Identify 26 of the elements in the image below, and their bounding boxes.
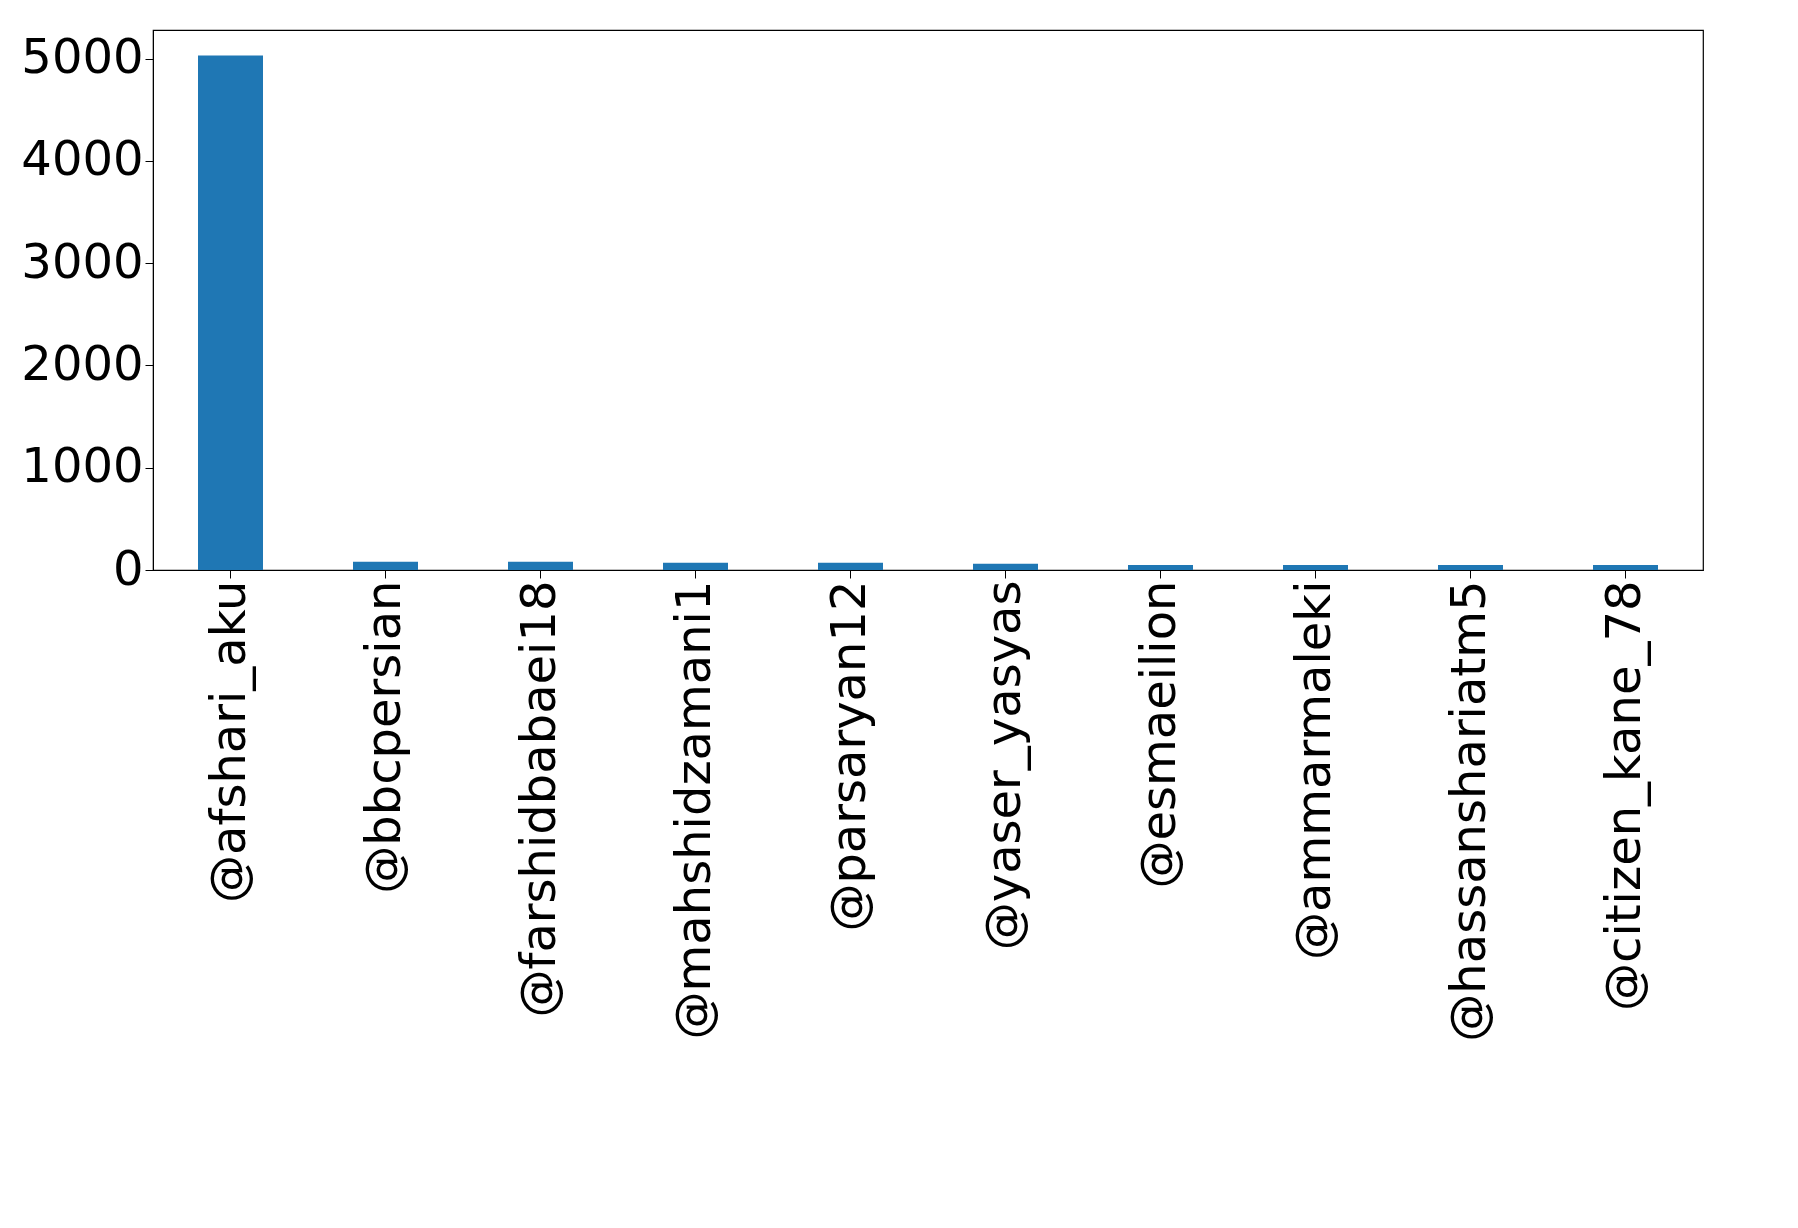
bar bbox=[353, 561, 418, 570]
y-tick-label: 5000 bbox=[21, 28, 144, 85]
x-tick-label: @yaser_yasyas bbox=[974, 580, 1031, 951]
x-tick-label: @mahshidzamani1 bbox=[664, 580, 721, 1040]
x-tick-label: @hassanshariatm5 bbox=[1439, 580, 1496, 1042]
y-tick-label: 3000 bbox=[21, 232, 144, 289]
x-tick-label: @parsaryan12 bbox=[819, 580, 876, 932]
bar bbox=[198, 55, 263, 570]
bar bbox=[973, 563, 1038, 570]
bar bbox=[508, 561, 573, 570]
x-tick-label: @citizen_kane_78 bbox=[1594, 580, 1651, 1011]
x-tick-label: @ammarmaleki bbox=[1284, 580, 1341, 960]
bar bbox=[1283, 564, 1348, 570]
y-tick-label: 2000 bbox=[21, 334, 144, 391]
bar bbox=[1438, 564, 1503, 570]
x-tick-label: @bbcpersian bbox=[354, 580, 411, 894]
bar bbox=[1128, 564, 1193, 570]
x-tick-label: @esmaeilion bbox=[1129, 580, 1186, 889]
bar bbox=[1593, 564, 1658, 570]
y-tick-label: 1000 bbox=[21, 437, 144, 494]
y-tick-label: 0 bbox=[112, 539, 144, 596]
bar bbox=[663, 562, 728, 570]
y-tick-label: 4000 bbox=[21, 130, 144, 187]
x-tick-label: @farshidbabaei18 bbox=[509, 580, 566, 1018]
x-tick-label: @afshari_aku bbox=[199, 580, 256, 903]
bar bbox=[818, 562, 883, 570]
